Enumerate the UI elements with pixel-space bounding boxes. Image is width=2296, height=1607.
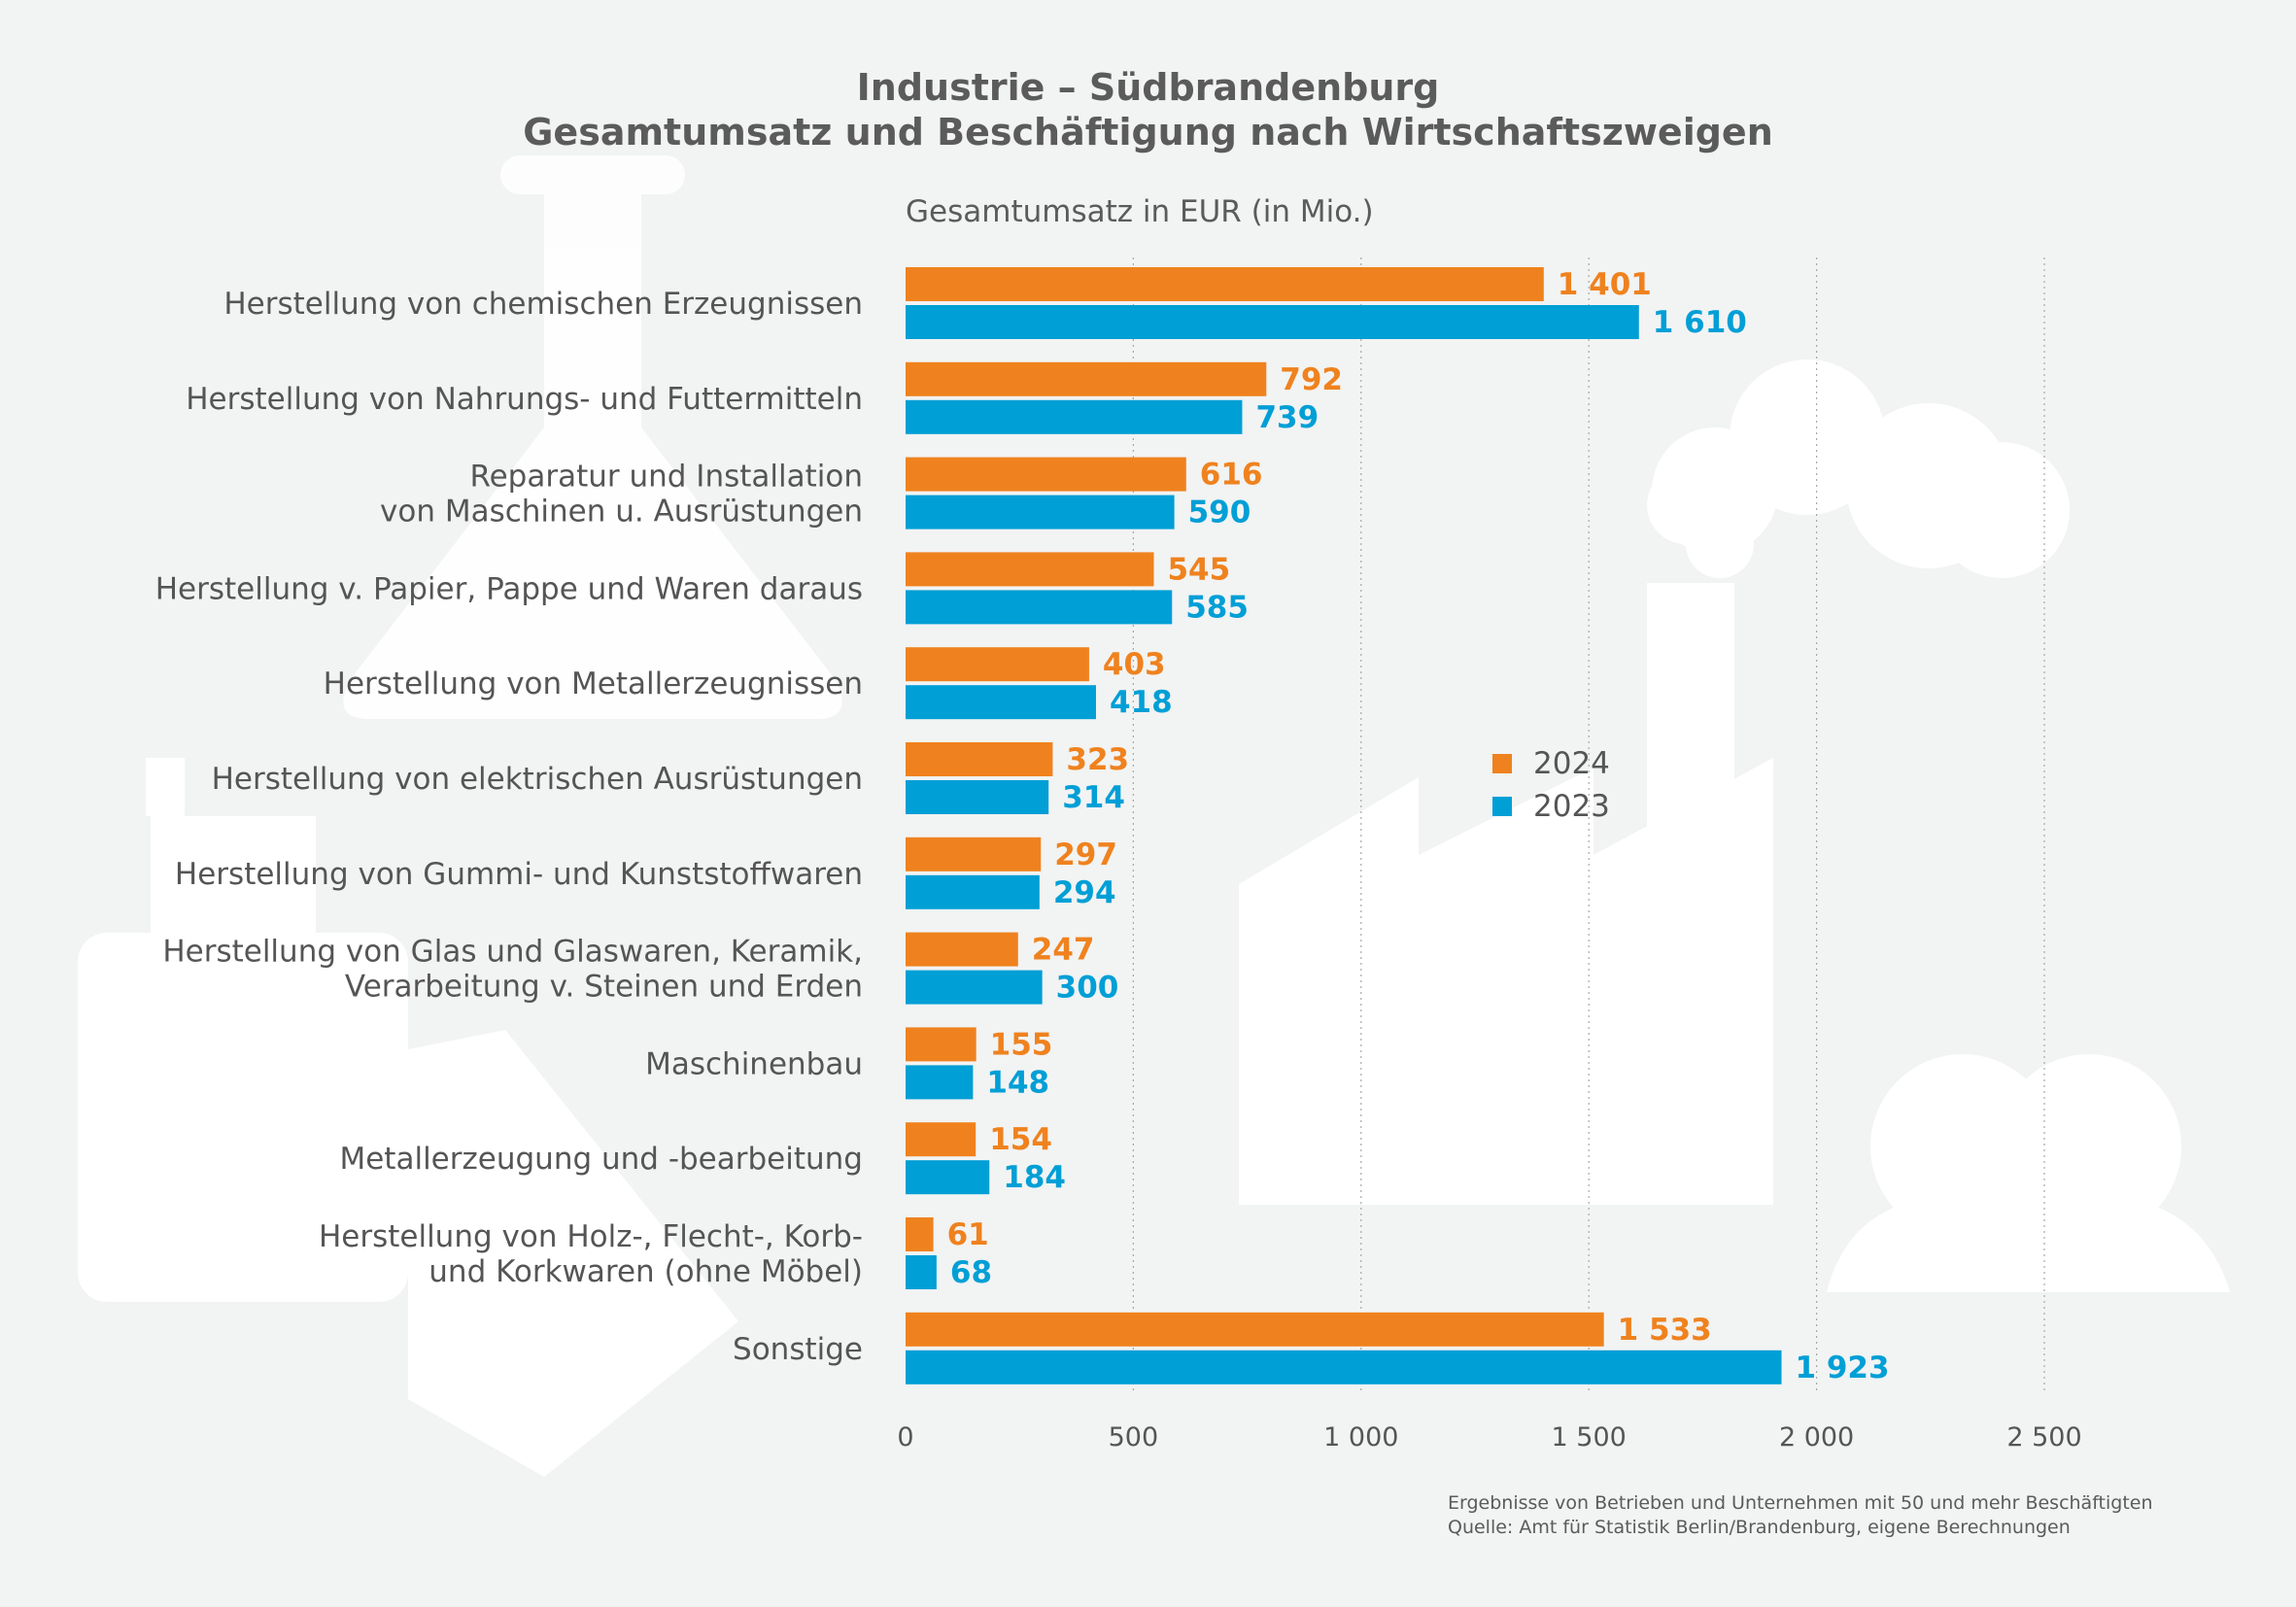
bar-2023 [906, 399, 1243, 434]
data-label-2023: 585 [1185, 590, 1249, 625]
bar-2024 [906, 552, 1154, 587]
data-label-2023: 1 923 [1796, 1351, 1890, 1385]
bar-2024 [906, 1312, 1604, 1347]
bar-2023 [906, 874, 1040, 909]
legend-label-2024: 2024 [1533, 746, 1610, 781]
category-label: Sonstige [733, 1332, 863, 1367]
data-label-2024: 323 [1066, 742, 1129, 777]
legend-label-2023: 2023 [1533, 789, 1610, 824]
bar-2023 [906, 590, 1173, 625]
factory-icon [1239, 359, 2070, 1205]
category-label: Herstellung von elektrischen Ausrüstunge… [212, 762, 863, 797]
chart-title-line-2: Gesamtumsatz und Beschäftigung nach Wirt… [523, 111, 1773, 154]
category-label: Herstellung von Metallerzeugnissen [324, 667, 863, 701]
category-label: Herstellung von Holz-, Flecht-, Korb- [319, 1219, 863, 1254]
data-label-2024: 154 [989, 1122, 1052, 1157]
legend-swatch-2024 [1492, 754, 1512, 773]
category-label: und Korkwaren (ohne Möbel) [428, 1254, 863, 1289]
bar-2023 [906, 970, 1043, 1005]
footnote-line-1: Ergebnisse von Betrieben und Unternehmen… [1448, 1492, 2153, 1514]
data-label-2023: 418 [1110, 685, 1173, 720]
data-label-2024: 1 533 [1618, 1313, 1712, 1348]
x-tick-label: 1 000 [1323, 1422, 1398, 1453]
flask-icon [343, 155, 842, 719]
data-label-2023: 184 [1003, 1160, 1066, 1195]
bar-2023 [906, 305, 1639, 339]
category-label: von Maschinen u. Ausrüstungen [380, 495, 863, 530]
category-label: Verarbeitung v. Steinen und Erden [345, 970, 863, 1005]
footnote-line-2: Quelle: Amt für Statistik Berlin/Branden… [1448, 1517, 2071, 1538]
bar-2024 [906, 837, 1042, 872]
bar-2023 [906, 685, 1096, 720]
data-label-2024: 616 [1200, 458, 1263, 493]
x-tick-label: 2 000 [1779, 1422, 1854, 1453]
bar-2023 [906, 1255, 937, 1289]
bar-2024 [906, 1027, 977, 1062]
data-label-2023: 294 [1053, 875, 1116, 910]
x-tick-label: 2 500 [2006, 1422, 2081, 1453]
axis-subtitle: Gesamtumsatz in EUR (in Mio.) [906, 194, 1374, 229]
data-label-2024: 155 [990, 1027, 1053, 1062]
data-label-2023: 314 [1062, 780, 1125, 815]
bar-2024 [906, 742, 1053, 776]
data-label-2024: 61 [947, 1217, 989, 1252]
category-label: Metallerzeugung und -bearbeitung [339, 1142, 863, 1177]
bar-2024 [906, 647, 1089, 682]
bar-2024 [906, 457, 1186, 492]
data-label-2023: 68 [950, 1255, 992, 1290]
x-tick-label: 1 500 [1552, 1422, 1627, 1453]
data-label-2023: 739 [1255, 400, 1319, 435]
bar-2024 [906, 267, 1544, 301]
tool-icon [78, 758, 738, 1477]
x-tick-label: 500 [1109, 1422, 1159, 1453]
category-label: Herstellung von Nahrungs- und Futtermitt… [186, 382, 863, 417]
category-label: Herstellung von Glas und Glaswaren, Kera… [162, 935, 863, 970]
bar-2023 [906, 1350, 1782, 1385]
data-label-2023: 148 [986, 1065, 1049, 1100]
data-label-2023: 300 [1056, 971, 1119, 1006]
x-tick-label: 0 [897, 1422, 913, 1453]
data-label-2024: 297 [1054, 838, 1117, 872]
bar-2023 [906, 1160, 990, 1195]
bar-2023 [906, 1065, 974, 1100]
category-label: Reparatur und Installation [469, 460, 863, 495]
category-label: Herstellung von chemischen Erzeugnissen [223, 287, 863, 322]
data-label-2024: 1 401 [1558, 267, 1652, 302]
legend-swatch-2023 [1492, 797, 1512, 816]
data-label-2024: 247 [1032, 933, 1095, 968]
people-icon [1827, 1054, 2230, 1292]
data-label-2024: 403 [1103, 647, 1166, 682]
bar-2024 [906, 1217, 934, 1251]
bar-2024 [906, 932, 1018, 967]
bar-2023 [906, 780, 1049, 814]
bar-2024 [906, 361, 1267, 396]
bar-2024 [906, 1122, 977, 1157]
chart-title-line-1: Industrie – Südbrandenburg [856, 66, 1440, 109]
category-label: Herstellung v. Papier, Pappe und Waren d… [155, 571, 863, 606]
data-label-2024: 792 [1280, 362, 1343, 397]
data-label-2023: 590 [1188, 496, 1251, 530]
category-label: Maschinenbau [645, 1046, 863, 1081]
data-label-2024: 545 [1167, 552, 1230, 587]
category-label: Herstellung von Gummi- und Kunststoffwar… [175, 857, 863, 892]
bar-2023 [906, 495, 1175, 530]
data-label-2023: 1 610 [1653, 305, 1747, 340]
footnote: Ergebnisse von Betrieben und Unternehmen… [1448, 1491, 2153, 1540]
